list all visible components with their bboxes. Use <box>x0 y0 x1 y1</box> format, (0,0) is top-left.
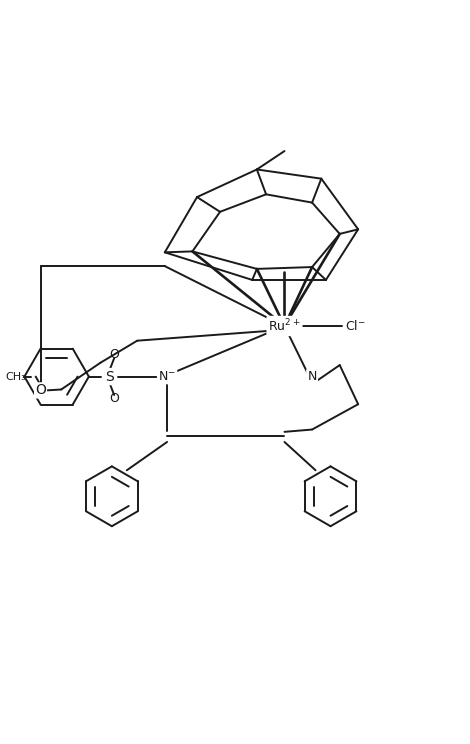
Text: S: S <box>105 370 114 384</box>
Text: O: O <box>35 383 46 397</box>
Text: N: N <box>307 370 317 383</box>
Text: O: O <box>109 348 119 361</box>
Text: O: O <box>109 392 119 405</box>
Text: CH₃: CH₃ <box>5 371 26 382</box>
Text: Cl$^{-}$: Cl$^{-}$ <box>345 319 366 333</box>
Text: Ru$^{2+}$: Ru$^{2+}$ <box>268 318 301 334</box>
Text: N$^{-}$: N$^{-}$ <box>158 370 176 383</box>
